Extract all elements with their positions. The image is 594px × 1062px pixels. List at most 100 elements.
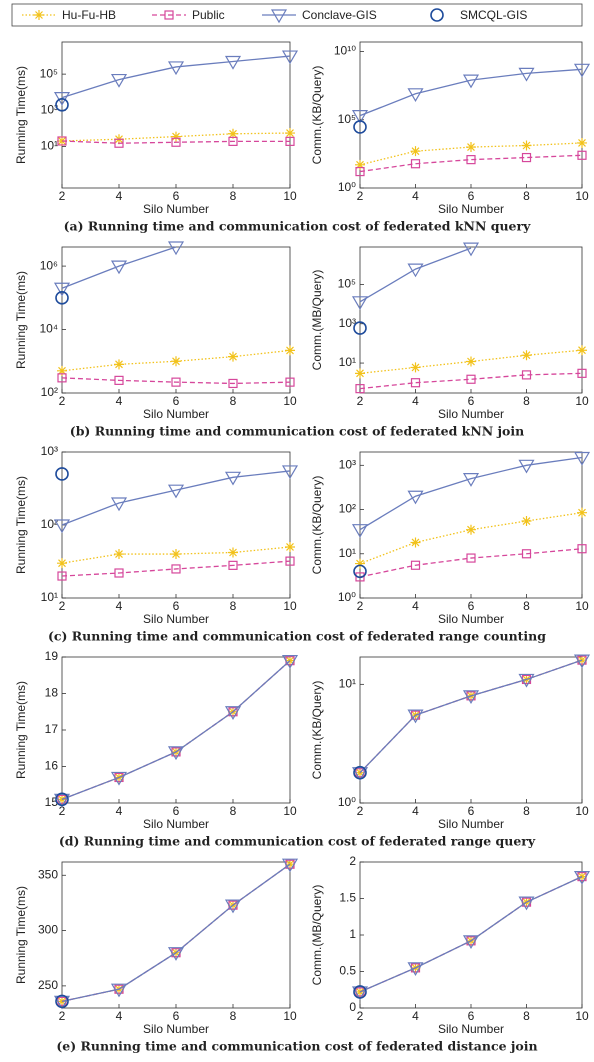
y-axis-label: Comm.(MB/Query) xyxy=(310,270,324,371)
chart: 10² 10⁴ 10⁶ 2 4 6 8 10 Silo Number Running Time(m… xyxy=(14,241,297,421)
y-tick-label: 300 xyxy=(38,923,58,937)
x-tick-label: 10 xyxy=(575,804,589,818)
marker xyxy=(577,655,587,666)
marker xyxy=(171,377,181,387)
marker xyxy=(518,896,535,911)
marker xyxy=(518,67,535,82)
y-tick-label: 10⁴ xyxy=(39,322,58,336)
series-line xyxy=(61,246,177,289)
plot-frame xyxy=(61,861,291,1009)
x-tick-label: 6 xyxy=(468,804,475,818)
marker xyxy=(53,995,71,1010)
marker xyxy=(110,73,128,88)
series xyxy=(53,50,299,106)
series xyxy=(57,373,295,389)
series-line xyxy=(61,660,291,800)
marker xyxy=(518,459,535,474)
marker xyxy=(55,994,69,1009)
y-axis-label: Comm.(KB/Query) xyxy=(310,476,324,575)
marker xyxy=(228,351,238,362)
y-tick-label: 1.5 xyxy=(339,891,356,905)
y-tick-label: 10³ xyxy=(339,316,356,330)
y-tick-label: 10³ xyxy=(339,457,356,471)
marker xyxy=(573,63,591,78)
marker xyxy=(518,673,535,688)
y-axis-label: Running Time(ms) xyxy=(14,476,28,574)
marker xyxy=(114,138,124,148)
marker xyxy=(355,159,365,170)
x-tick-label: 2 xyxy=(59,1009,66,1023)
x-tick-label: 6 xyxy=(173,189,180,203)
x-tick-label: 6 xyxy=(468,599,475,613)
y-tick-label: 10³ xyxy=(41,444,58,458)
legend-marker xyxy=(430,8,444,22)
series-line xyxy=(61,560,291,577)
chart: 0 0.5 1 1.5 2 2 4 6 8 10 Silo Number Comm.(MB/Query… xyxy=(310,854,591,1036)
marker xyxy=(466,374,476,384)
plot-frame xyxy=(61,451,291,599)
x-tick-label: 4 xyxy=(412,394,419,408)
x-tick-label: 8 xyxy=(230,1009,237,1023)
y-tick-label: 10¹ xyxy=(339,355,356,369)
series xyxy=(351,654,591,781)
marker xyxy=(355,166,365,177)
marker xyxy=(57,373,67,383)
marker xyxy=(466,553,476,563)
marker xyxy=(114,359,124,370)
marker xyxy=(285,377,295,387)
x-tick-label: 2 xyxy=(59,599,66,613)
series xyxy=(57,136,295,148)
series xyxy=(57,859,295,1007)
marker xyxy=(281,858,299,873)
marker xyxy=(285,128,295,139)
series-line xyxy=(61,470,291,526)
series xyxy=(355,655,587,778)
series-line xyxy=(359,349,583,374)
marker xyxy=(53,282,71,297)
marker xyxy=(55,98,69,112)
x-tick-label: 2 xyxy=(59,804,66,818)
series xyxy=(55,994,69,1009)
y-tick-label: 15 xyxy=(45,795,59,809)
y-axis-label: Comm.(MB/Query) xyxy=(310,885,324,986)
marker xyxy=(351,524,369,538)
y-axis-label: Comm.(KB/Query) xyxy=(310,681,324,780)
y-tick-label: 0 xyxy=(349,1000,356,1014)
marker xyxy=(171,137,181,147)
y-tick-label: 16 xyxy=(45,759,59,773)
x-tick-label: 10 xyxy=(575,1009,589,1023)
x-tick-label: 4 xyxy=(116,1009,123,1023)
series-line xyxy=(61,863,291,1002)
plot-frame xyxy=(359,656,583,804)
y-axis-label: Running Time(ms) xyxy=(14,681,28,779)
marker xyxy=(521,516,532,527)
chart: 10⁰ 10⁵ 10¹⁰ 2 4 6 8 10 Silo Number Comm.(KB/Quer… xyxy=(310,41,591,216)
y-tick-label: 0.5 xyxy=(339,964,356,978)
x-tick-label: 8 xyxy=(230,189,237,203)
series xyxy=(355,345,587,379)
marker xyxy=(114,568,124,578)
series-line xyxy=(359,154,583,173)
series xyxy=(53,655,299,808)
marker xyxy=(407,263,424,278)
marker xyxy=(171,131,181,142)
y-tick-label: 10² xyxy=(339,502,356,516)
x-axis-label: Silo Number xyxy=(143,202,209,216)
series xyxy=(351,451,591,538)
x-tick-label: 4 xyxy=(116,804,123,818)
marker xyxy=(285,136,295,146)
series xyxy=(57,859,295,1006)
x-tick-label: 10 xyxy=(575,599,589,613)
marker xyxy=(57,365,67,376)
x-tick-label: 8 xyxy=(523,394,530,408)
x-tick-label: 10 xyxy=(283,394,297,408)
series-line xyxy=(61,660,291,800)
x-tick-label: 6 xyxy=(468,394,475,408)
x-tick-label: 10 xyxy=(283,599,297,613)
marker xyxy=(466,356,476,367)
marker xyxy=(462,690,480,705)
y-tick-label: 10⁰ xyxy=(338,590,356,604)
marker xyxy=(110,771,128,786)
series-line xyxy=(359,247,472,303)
series-line xyxy=(359,456,583,531)
